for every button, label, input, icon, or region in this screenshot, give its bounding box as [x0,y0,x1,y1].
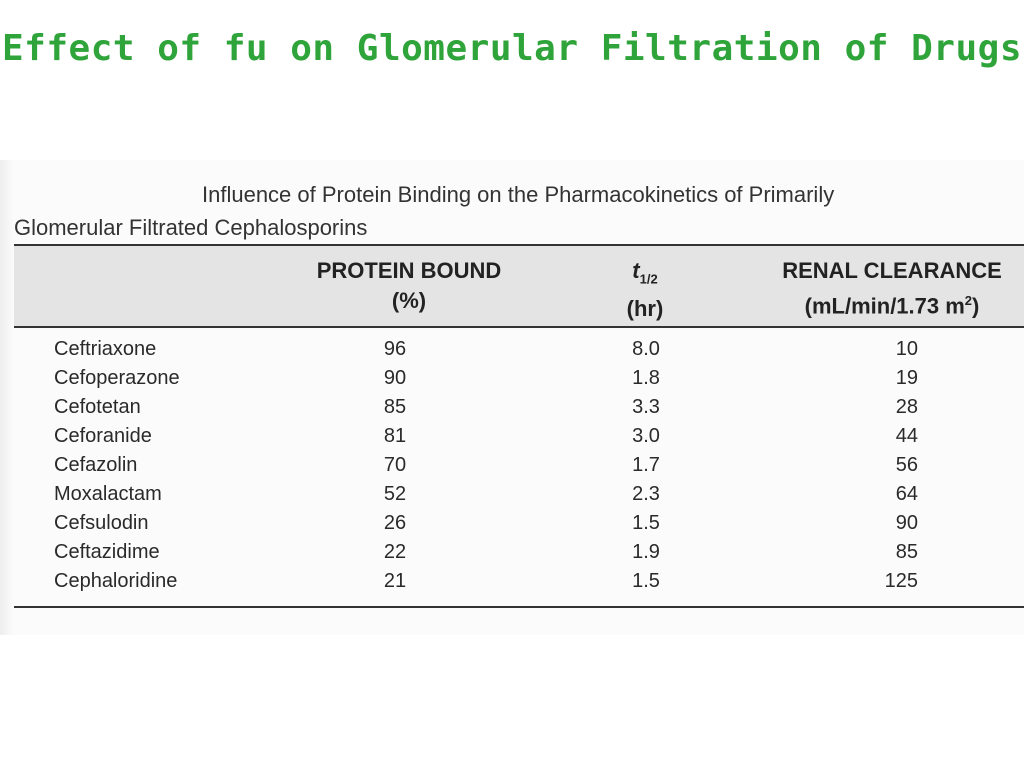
table-row: Cefsulodin 26 1.5 90 [0,510,1024,539]
cell-half-life: 1.8 [632,367,660,389]
table-top-rule [14,244,1024,246]
cell-protein-bound: 21 [383,570,407,592]
cell-half-life: 3.3 [632,396,660,418]
header-half-life: t1/2 (hr) [590,256,700,324]
header-renal-clearance-unit: (mL/min/1.73 m2) [760,286,1024,321]
table-row: Cephaloridine 21 1.5 125 [0,568,1024,597]
table-row: Cefoperazone 90 1.8 19 [0,365,1024,394]
cell-drug: Cefoperazone [54,367,180,389]
cell-half-life: 2.3 [632,483,660,505]
cell-renal-clearance: 19 [895,367,918,389]
cell-drug: Ceftazidime [54,541,160,563]
cell-protein-bound: 52 [383,483,407,505]
cell-protein-bound: 26 [383,512,407,534]
cell-drug: Cefotetan [54,396,141,418]
header-half-life-subscript: 1/2 [639,271,658,287]
cell-half-life: 3.0 [632,425,660,447]
cell-drug: Cephaloridine [54,570,178,592]
table-header-rule [14,326,1024,328]
cell-renal-clearance: 64 [895,483,918,505]
cell-drug: Ceftriaxone [54,338,157,360]
table-row: Ceftriaxone 96 8.0 10 [0,336,1024,365]
header-protein-bound-label: PROTEIN BOUND [316,258,502,283]
cell-renal-clearance: 28 [895,396,918,418]
header-renal-clearance-label: RENAL CLEARANCE [782,258,1002,283]
table-row: Cefazolin 70 1.7 56 [0,452,1024,481]
table-header-band [14,246,1024,326]
cell-half-life: 1.7 [632,454,660,476]
cell-drug: Cefazolin [54,454,138,476]
header-protein-bound-unit: (%) [391,288,427,313]
cell-half-life: 1.5 [632,512,660,534]
cell-renal-clearance: 90 [895,512,918,534]
table-bottom-rule [14,606,1024,608]
cell-half-life: 1.9 [632,541,660,563]
cell-renal-clearance: 85 [895,541,918,563]
table-row: Cefotetan 85 3.3 28 [0,394,1024,423]
table-caption-line2: Glomerular Filtrated Cephalosporins [14,215,368,240]
cell-protein-bound: 81 [383,425,407,447]
cell-protein-bound: 96 [383,338,407,360]
header-renal-clearance-unit-close: ) [972,293,980,319]
cell-half-life: 1.5 [632,570,660,592]
table-row: Ceftazidime 22 1.9 85 [0,539,1024,568]
header-renal-clearance: RENAL CLEARANCE (mL/min/1.73 m2) [760,256,1024,321]
cell-protein-bound: 22 [383,541,407,563]
cell-half-life: 8.0 [632,338,660,360]
header-renal-clearance-unit-sup: 2 [964,293,973,308]
slide-title: Effect of fu on Glomerular Filtration of… [2,28,1022,69]
scan-edge-shadow [0,160,14,635]
cell-drug: Ceforanide [54,425,152,447]
header-half-life-unit: (hr) [626,296,664,322]
table-body: Ceftriaxone 96 8.0 10 Cefoperazone 90 1.… [0,336,1024,597]
table-row: Ceforanide 81 3.0 44 [0,423,1024,452]
cell-protein-bound: 90 [383,367,407,389]
cell-renal-clearance: 10 [895,338,918,360]
cell-protein-bound: 70 [383,454,407,476]
table-caption-line1: Influence of Protein Binding on the Phar… [202,182,835,207]
header-renal-clearance-unit-text: (mL/min/1.73 m [804,293,965,319]
cell-renal-clearance: 125 [884,570,918,592]
cell-drug: Cefsulodin [54,512,149,534]
header-half-life-symbol: t [632,258,640,283]
header-half-life-label: t1/2 [590,256,700,294]
cell-renal-clearance: 44 [895,425,918,447]
table-row: Moxalactam 52 2.3 64 [0,481,1024,510]
scanned-table-image: Influence of Protein Binding on the Phar… [0,160,1024,635]
header-protein-bound: PROTEIN BOUND (%) [290,256,528,316]
cell-renal-clearance: 56 [895,454,918,476]
cell-drug: Moxalactam [54,483,162,505]
cell-protein-bound: 85 [383,396,407,418]
